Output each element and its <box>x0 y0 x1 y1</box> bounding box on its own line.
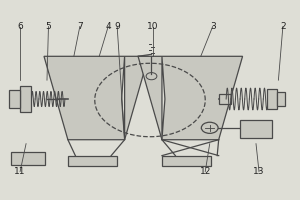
Text: 12: 12 <box>200 167 211 176</box>
Text: 6: 6 <box>17 22 23 31</box>
Polygon shape <box>122 56 124 140</box>
Polygon shape <box>44 56 148 140</box>
Bar <box>9 90 20 108</box>
Bar <box>267 89 277 109</box>
Bar <box>240 120 272 138</box>
Text: 3: 3 <box>210 22 216 31</box>
Bar <box>11 152 46 165</box>
Text: 2: 2 <box>280 22 286 31</box>
Bar <box>277 92 285 106</box>
Text: 13: 13 <box>253 167 265 176</box>
Text: 4: 4 <box>105 22 111 31</box>
Text: 5: 5 <box>46 22 51 31</box>
Circle shape <box>201 122 218 133</box>
Polygon shape <box>138 56 243 140</box>
Bar <box>20 86 32 112</box>
Text: 10: 10 <box>147 22 159 31</box>
Text: 9: 9 <box>114 22 120 31</box>
Bar <box>219 94 231 104</box>
Text: 7: 7 <box>77 22 83 31</box>
Polygon shape <box>162 56 165 140</box>
Bar <box>162 156 211 166</box>
Text: 11: 11 <box>14 167 26 176</box>
Bar <box>68 156 117 166</box>
